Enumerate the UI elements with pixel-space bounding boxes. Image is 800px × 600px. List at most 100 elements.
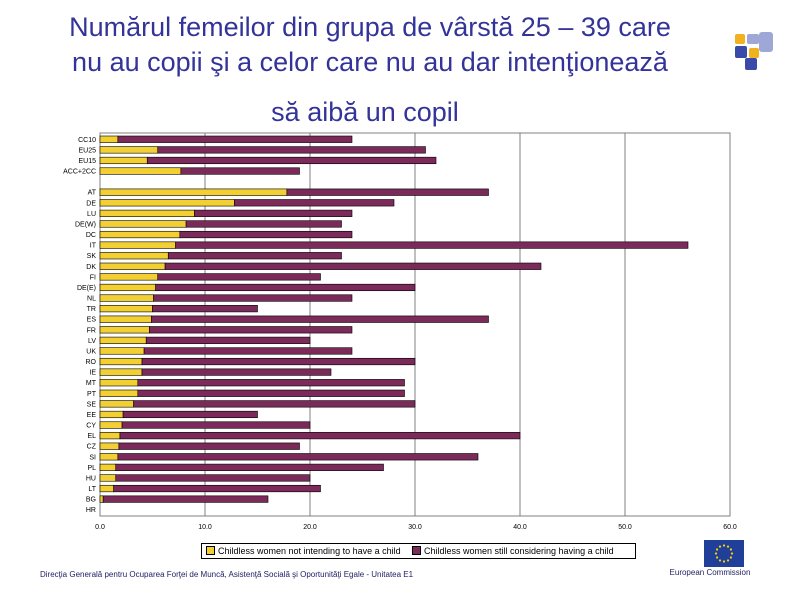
bar-1-cc10: [99, 135, 119, 143]
bar-1-eu15: [99, 156, 148, 165]
bar-1-hu: [99, 474, 117, 482]
eu-star-icon: [726, 545, 730, 548]
eu-star-icon: [718, 545, 722, 548]
y-tick-label: EU25: [78, 147, 96, 154]
bar-1-de: [99, 199, 235, 207]
legend-item-1: Childless women not intending to have a …: [206, 544, 401, 558]
bar-2-pl: [115, 463, 384, 471]
bar-2-eu25: [157, 146, 426, 154]
eu-star-icon: [730, 552, 734, 555]
bar-2-ro: [141, 357, 416, 366]
bar-1-dk: [99, 262, 166, 270]
y-tick-label: LT: [88, 486, 96, 493]
y-tick-label: SK: [87, 253, 97, 260]
bar-2-cc10: [117, 135, 353, 143]
bar-1-si: [99, 453, 119, 461]
y-tick-label: DK: [86, 264, 96, 271]
bar-2-lu: [194, 209, 353, 217]
y-tick-label: HR: [86, 507, 96, 514]
eu-star-icon: [715, 556, 719, 559]
footer-department: Direcţia Generală pentru Ocuparea Forţei…: [40, 570, 414, 579]
x-tick-label: 50.0: [618, 524, 632, 531]
y-tick-label: SI: [89, 454, 96, 461]
bar-1-ee: [99, 410, 124, 419]
x-tick-label: 20.0: [303, 524, 317, 531]
bar-1-es: [99, 315, 152, 323]
bar-1-ie: [99, 368, 143, 376]
y-tick-label: EE: [87, 412, 97, 419]
y-tick-label: DC: [86, 232, 96, 239]
bar-2-ee: [122, 410, 258, 419]
y-tick-label: DE(W): [75, 221, 96, 228]
eu-star-icon: [715, 548, 719, 551]
bar-2-ie: [141, 368, 332, 376]
eu-star-icon: [714, 552, 718, 555]
bar-1-pl: [99, 463, 117, 471]
y-tick-label: RO: [86, 359, 97, 366]
bar-1-eu25: [99, 146, 159, 154]
y-tick-label: ACC+2CC: [63, 169, 96, 176]
x-tick-label: 0.0: [95, 524, 105, 531]
bar-2-acc-2cc: [180, 167, 300, 175]
bar-2-bg: [102, 495, 269, 503]
slide-title-line3: să aibă un copil: [271, 97, 459, 127]
bar-2-de-w-: [185, 220, 342, 228]
eu-star-icon: [722, 544, 726, 547]
y-tick-label: HU: [86, 475, 96, 482]
eu-star-icon: [729, 548, 733, 551]
bar-2-fi: [157, 273, 321, 281]
bar-1-cz: [99, 442, 120, 450]
bar-2-nl: [153, 294, 353, 302]
bar-2-sk: [167, 252, 342, 260]
bar-1-ro: [99, 357, 143, 366]
bar-1-sk: [99, 252, 169, 260]
bar-2-dk: [164, 262, 542, 270]
bar-2-hu: [115, 474, 311, 482]
bar-2-de: [234, 199, 395, 207]
eu-star-icon: [722, 560, 726, 563]
bar-1-tr: [99, 305, 153, 313]
y-tick-label: PT: [87, 391, 97, 398]
bar-2-uk: [143, 347, 353, 355]
logo-square-yellow-2: [749, 48, 759, 58]
bar-2-cz: [118, 442, 300, 450]
bar-1-dc: [99, 230, 181, 239]
bar-1-mt: [99, 379, 139, 387]
footer-commission: European Commission: [669, 568, 751, 577]
y-tick-label: MT: [86, 380, 97, 387]
y-tick-label: TR: [87, 306, 96, 313]
bar-1-de-w-: [99, 220, 187, 228]
y-tick-label: SE: [87, 401, 97, 408]
logo-square-blue: [735, 46, 747, 58]
y-tick-label: EU15: [78, 158, 96, 165]
legend-item-2: Childless women still considering having…: [412, 544, 614, 558]
bar-1-de-e-: [99, 283, 156, 292]
logo-square-blue-2: [745, 58, 757, 70]
y-tick-label: DE(E): [77, 285, 96, 292]
slide-title-line2: nu au copii şi a celor care nu au dar in…: [72, 47, 668, 77]
y-tick-label: IT: [90, 243, 97, 250]
bar-2-cy: [121, 421, 311, 429]
bar-1-cy: [99, 421, 123, 429]
y-tick-label: DE: [86, 200, 96, 207]
bar-1-fr: [99, 326, 150, 334]
bar-2-es: [151, 315, 489, 323]
y-tick-label: IE: [89, 370, 96, 377]
legend-label-1: Childless women not intending to have a …: [218, 546, 401, 556]
bar-2-at: [286, 188, 489, 196]
x-tick-label: 40.0: [513, 524, 527, 531]
bar-1-nl: [99, 294, 154, 302]
eu-star-icon: [729, 556, 733, 559]
slide-title-line1: Numărul femeilor din grupa de vârstă 25 …: [69, 12, 671, 42]
bar-1-pt: [99, 389, 139, 397]
bar-2-dc: [179, 230, 353, 239]
bar-1-se: [99, 400, 134, 408]
y-tick-label: PL: [87, 465, 96, 472]
eu-flag-icon: [704, 540, 744, 567]
bar-1-lv: [99, 336, 147, 344]
bar-1-bg: [99, 495, 104, 503]
y-tick-label: CY: [86, 423, 96, 430]
dg-logo-icon: [735, 32, 773, 70]
bar-1-fi: [99, 273, 159, 281]
